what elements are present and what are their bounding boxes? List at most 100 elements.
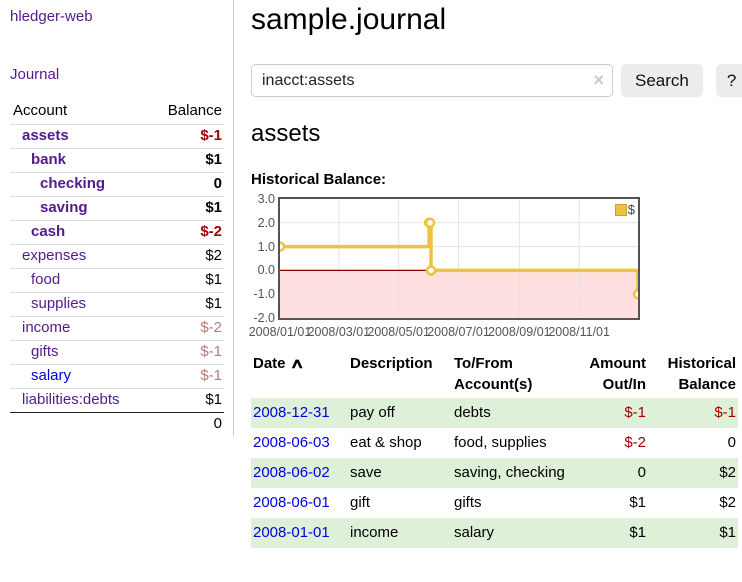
account-balance: $1: [205, 271, 222, 288]
register-amount: 0: [581, 458, 648, 488]
account-link-bank[interactable]: bank: [31, 151, 67, 168]
search-box: ×: [251, 64, 613, 97]
register-balance: $2: [719, 494, 736, 511]
register-date-link[interactable]: 2008-06-02: [253, 464, 330, 481]
register-amount: $-1: [581, 398, 648, 428]
balance-line-chart: [280, 199, 638, 318]
account-balance: $-2: [200, 319, 222, 336]
register-balance: $-1: [648, 398, 738, 428]
main-content: sample.journal × Search ? assets Histori…: [234, 0, 742, 582]
page-title: sample.journal: [251, 3, 447, 36]
register-balance: 0: [727, 434, 736, 451]
x-axis-tick-label: 2008/09/01: [488, 325, 551, 339]
account-link-saving[interactable]: saving: [40, 199, 88, 216]
register-row: 2008-06-03 eat & shop food, supplies $-2 0: [251, 428, 738, 458]
accounts-total-row: 0: [10, 412, 224, 437]
account-link-checking[interactable]: checking: [40, 175, 106, 192]
account-balance: $1: [205, 199, 222, 216]
data-point: [280, 241, 286, 252]
account-link-liabilities-debts[interactable]: liabilities:debts: [22, 391, 120, 408]
register-row: 2008-12-31 pay off debts $-1 $-1: [251, 398, 738, 428]
account-row: gifts $-1: [10, 340, 224, 365]
account-balance: $-1: [200, 367, 222, 384]
register-description: income: [348, 518, 452, 548]
register-description: save: [348, 458, 452, 488]
y-axis-tick-label: -1.0: [253, 287, 275, 302]
account-link-food[interactable]: food: [31, 271, 61, 288]
register-table: Date ∧ Description To/From Account(s) Amo…: [251, 350, 738, 548]
y-axis-tick-label: 2.0: [257, 215, 275, 230]
search-form: × Search ?: [251, 64, 742, 97]
register-description: eat & shop: [350, 434, 422, 451]
account-row: food $1: [10, 268, 224, 293]
y-axis-tick-label: 3.0: [257, 192, 275, 206]
register-accounts: saving, checking: [452, 458, 581, 488]
account-row: income $-2: [10, 316, 224, 341]
account-link-income[interactable]: income: [22, 319, 71, 336]
register-description: gift: [350, 494, 371, 511]
register-row: 2008-01-01 income salary $1 $1: [251, 518, 738, 548]
y-axis-tick-label: 1.0: [257, 239, 275, 254]
register-header-date[interactable]: Date ∧: [253, 355, 305, 372]
legend-label: $: [627, 202, 635, 217]
x-axis-tick-label: 2008/03/01: [307, 325, 371, 339]
accounts-header-account: Account: [13, 102, 68, 119]
register-date-link[interactable]: 2008-06-03: [253, 434, 330, 451]
sidebar: hledger-web Journal Account Balance asse…: [0, 0, 234, 582]
account-balance: $-1: [200, 127, 222, 144]
search-help-button[interactable]: ?: [715, 64, 742, 97]
account-title: assets: [251, 120, 321, 147]
account-balance: $-2: [200, 223, 222, 240]
search-button[interactable]: Search: [621, 64, 703, 97]
x-axis-tick-label: 2008/01/01: [248, 325, 312, 339]
app-title-link[interactable]: hledger-web: [10, 8, 93, 25]
account-row: saving $1: [10, 196, 224, 221]
register-header-balance[interactable]: Historical Balance: [667, 355, 736, 393]
register-date-link[interactable]: 2008-01-01: [253, 524, 330, 541]
accounts-total-balance: 0: [213, 415, 222, 432]
register-balance: $1: [648, 518, 738, 548]
account-link-expenses[interactable]: expenses: [22, 247, 87, 264]
account-link-gifts[interactable]: gifts: [31, 343, 59, 360]
register-accounts: gifts: [454, 494, 482, 511]
account-row: liabilities:debts $1: [10, 388, 224, 413]
account-balance: $2: [205, 247, 222, 264]
accounts-table: Account Balance assets $-1 bank $1 checking 0…: [10, 98, 224, 436]
register-header-description[interactable]: Description: [350, 355, 433, 372]
account-row: assets $-1: [10, 124, 224, 149]
register-date-link[interactable]: 2008-06-01: [253, 494, 330, 511]
account-link-salary[interactable]: salary: [31, 367, 72, 384]
data-point: [632, 288, 638, 300]
register-row: 2008-06-01 gift gifts $1 $2: [251, 488, 738, 518]
register-header-amount[interactable]: Amount Out/In: [589, 355, 646, 393]
register-accounts: debts: [452, 398, 581, 428]
search-input[interactable]: [251, 64, 613, 97]
register-balance: $2: [648, 458, 738, 488]
account-rows: assets $-1 bank $1 checking 0 saving $1 cash $-2 e…: [10, 124, 224, 413]
register-header-accounts[interactable]: To/From Account(s): [454, 355, 533, 393]
sort-ascending-icon: ∧: [289, 355, 305, 371]
account-row: cash $-2: [10, 220, 224, 245]
data-point: [424, 217, 436, 229]
account-row: supplies $1: [10, 292, 224, 317]
register-date-link[interactable]: 2008-12-31: [253, 404, 330, 421]
legend-swatch-icon: [614, 203, 627, 216]
register-amount: $1: [581, 518, 648, 548]
account-balance: $1: [205, 295, 222, 312]
account-link-cash[interactable]: cash: [31, 223, 66, 240]
register-accounts: salary: [452, 518, 581, 548]
register-amount: $1: [629, 494, 646, 511]
register-amount: $-2: [624, 434, 646, 451]
register-rows: 2008-12-31 pay off debts $-1 $-1 2008-06-03 ea…: [251, 398, 738, 548]
chart-title: Historical Balance:: [251, 171, 387, 188]
account-link-assets[interactable]: assets: [22, 127, 69, 144]
x-axis-tick-label: 2008/05/01: [367, 325, 430, 339]
account-link-supplies[interactable]: supplies: [31, 295, 87, 312]
account-balance: $1: [205, 391, 222, 408]
y-axis-tick-label: 0.0: [257, 263, 275, 278]
historical-balance-chart: $ 3.0 2.0 1.0 0.0 -1.0 -2.0 2008/01/01 2008/03/…: [249, 192, 742, 339]
account-balance: $-1: [200, 343, 222, 360]
sidebar-item-journal[interactable]: Journal: [10, 66, 60, 83]
account-balance: 0: [213, 175, 222, 192]
clear-search-icon[interactable]: ×: [593, 70, 604, 90]
